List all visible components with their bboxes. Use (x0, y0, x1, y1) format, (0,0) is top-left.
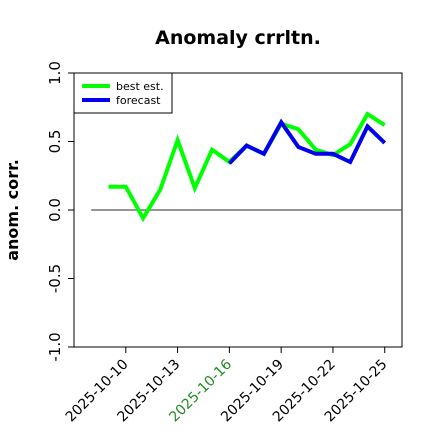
y-tick-label: 1.0 (46, 61, 64, 85)
y-axis-label: anom. corr. (3, 159, 22, 261)
series-line-best-est (108, 111, 386, 223)
chart-title: Anomaly crrltn. (155, 27, 321, 49)
y-tick-label: -1.0 (46, 332, 64, 361)
y-tick-label: 0.5 (46, 130, 64, 154)
y-tick-label: -0.5 (46, 264, 64, 293)
series-line-forecast (227, 118, 387, 165)
legend-label: forecast (116, 94, 161, 107)
legend-box (73, 72, 173, 114)
legend: best est.forecast (73, 72, 173, 114)
y-tick-label: 0.0 (46, 198, 64, 222)
legend-label: best est. (116, 80, 164, 93)
